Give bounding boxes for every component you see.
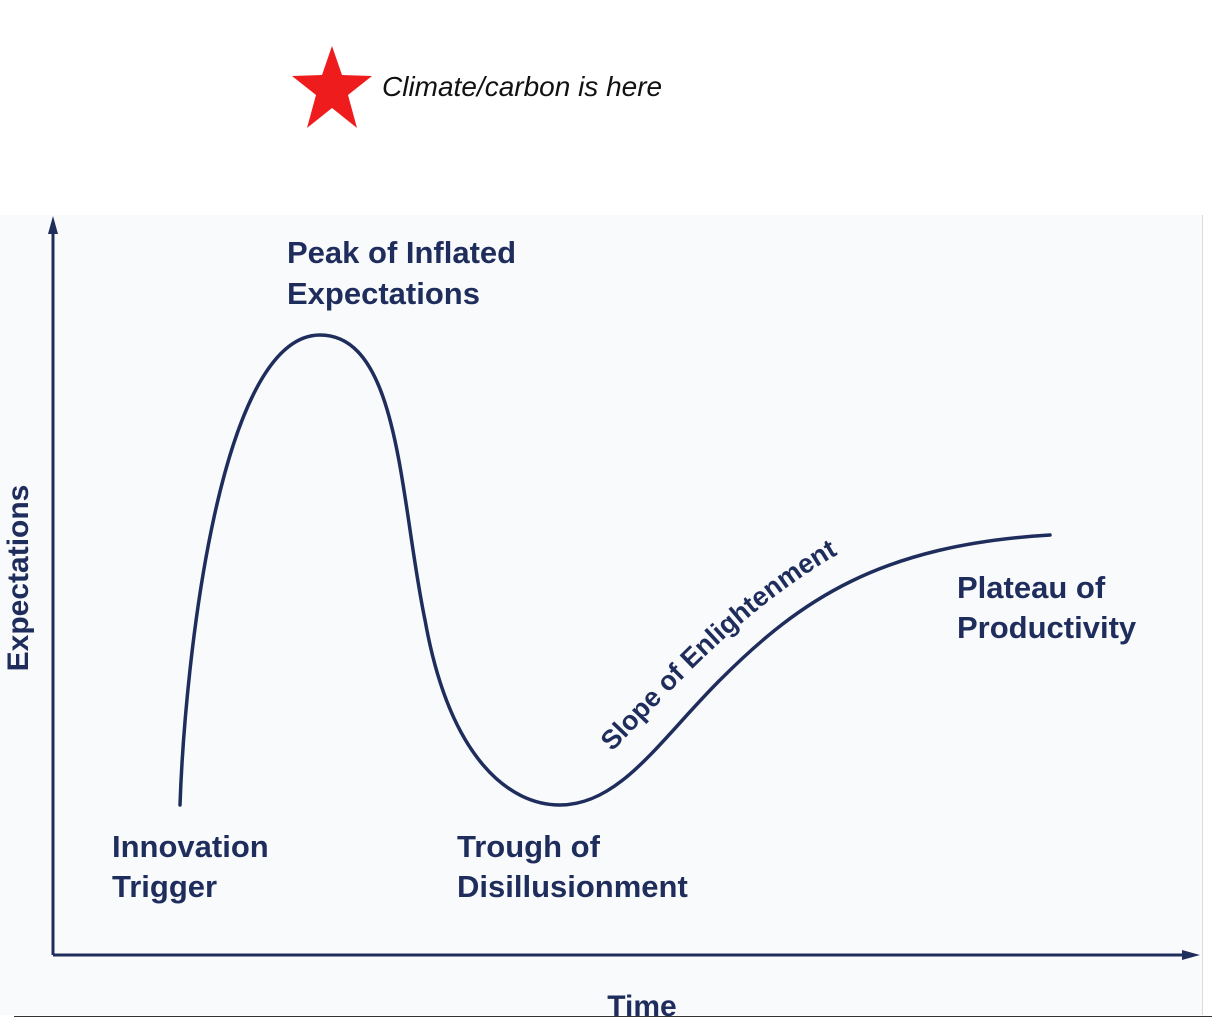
star-icon [292, 46, 372, 128]
slope-label: Slope of Enlightenment [595, 533, 842, 756]
diagram-panel [0, 215, 1203, 1015]
slope-label-text: Slope of Enlightenment [595, 533, 842, 756]
peak-label-line1: Peak of Inflated [287, 235, 516, 270]
plateau-label-line2: Productivity [957, 610, 1137, 645]
innovation-trigger-label-line1: Innovation [112, 829, 269, 864]
innovation-trigger-label-line2: Trigger [112, 869, 217, 904]
trough-label-line1: Trough of [457, 829, 601, 864]
annotation-text: Climate/carbon is here [382, 71, 663, 102]
bottom-rule [14, 1016, 1212, 1017]
peak-label-line2: Expectations [287, 276, 480, 311]
plateau-label-line1: Plateau of [957, 570, 1106, 605]
x-axis-arrow [1182, 950, 1200, 960]
y-axis-arrow [48, 216, 58, 234]
x-axis-label: Time [607, 990, 676, 1023]
trough-label-line2: Disillusionment [457, 869, 688, 904]
y-axis-label: Expectations [2, 485, 35, 672]
annotation: Climate/carbon is here [290, 44, 810, 134]
hype-curve [178, 333, 1052, 807]
star-shape [292, 46, 372, 128]
